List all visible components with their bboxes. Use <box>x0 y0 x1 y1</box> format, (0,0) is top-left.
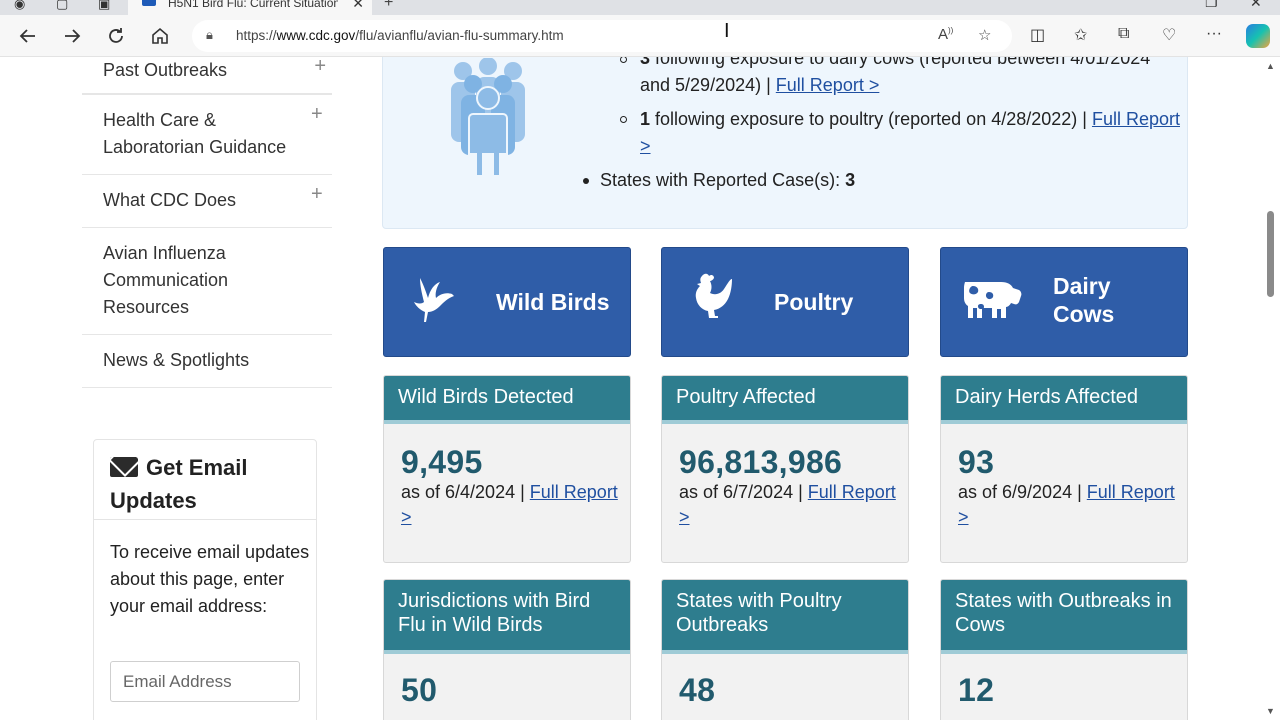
browser-toolbar: 🔒︎ https://www.cdc.gov/flu/avianflu/avia… <box>0 15 1280 57</box>
stat-asof: as of 6/4/2024 | Full Report > <box>401 482 618 527</box>
category-label: Wild Birds <box>496 289 610 315</box>
collections-icon[interactable]: ⧉ <box>1118 25 1130 42</box>
stat-card-dairy-herds: Dairy Herds Affected 93 as of 6/9/2024 |… <box>940 375 1188 563</box>
sidebar-divider <box>82 227 332 228</box>
states-reported-cases: States with Reported Case(s): 3 <box>600 170 856 190</box>
email-updates-box: Get Email Updates To receive email updat… <box>93 439 317 720</box>
sidebar-divider <box>82 387 332 388</box>
sidebar-divider <box>82 334 332 335</box>
stat-asof: as of 6/7/2024 | Full Report > <box>679 482 896 527</box>
stat-value: 12 <box>958 672 995 708</box>
email-updates-header: Get Email Updates <box>94 440 316 520</box>
split-screen-icon[interactable]: ◫ <box>1030 27 1046 44</box>
full-report-link-dairy[interactable]: Full Report > <box>775 75 880 95</box>
sub-bullet-marker <box>620 116 627 123</box>
sidebar-item-what-cdc-does[interactable]: What CDC Does <box>103 190 237 210</box>
chicken-icon <box>695 273 732 318</box>
sidebar-item-health-care[interactable]: Health Care & Laboratorian Guidance <box>103 110 287 157</box>
read-aloud-icon[interactable]: A)) <box>938 26 954 43</box>
sidebar-nav: Past Outbreaks + Health Care & Laborator… <box>82 57 332 229</box>
expand-plus-icon[interactable]: + <box>311 183 323 205</box>
full-report-link[interactable]: Full Report > <box>401 482 618 527</box>
stat-card-header: Wild Birds Detected <box>384 376 630 424</box>
bullet-marker <box>583 178 589 184</box>
back-icon[interactable] <box>13 21 43 51</box>
browser-tab[interactable]: H5N1 Bird Flu: Current Situation ✕ <box>128 0 372 15</box>
cases-dairy-exposure: 3 following exposure to dairy cows (repo… <box>640 57 1151 95</box>
stat-value: 96,813,986 <box>679 444 843 480</box>
expand-plus-icon[interactable]: + <box>314 57 326 77</box>
tab-actions-icon[interactable]: ▣ <box>98 0 111 11</box>
cases-poultry-exposure: 1 following exposure to poultry (reporte… <box>640 109 1180 156</box>
email-field[interactable] <box>110 661 300 702</box>
stat-value: 93 <box>958 444 995 480</box>
lock-icon[interactable]: 🔒︎ <box>206 27 213 42</box>
browser-essentials-icon[interactable]: ♡ <box>1162 27 1177 44</box>
workspaces-icon[interactable]: ▢ <box>56 0 69 11</box>
restore-window-icon[interactable]: ❐ <box>1205 0 1218 10</box>
sidebar-item-label: Past Outbreaks <box>103 60 228 80</box>
stat-card-poultry-states: States with Poultry Outbreaks 48 <box>661 579 909 720</box>
address-bar[interactable]: 🔒︎ https://www.cdc.gov/flu/avianflu/avia… <box>192 20 1012 52</box>
sidebar-divider <box>82 94 332 95</box>
scroll-up-icon[interactable]: ▲ <box>1266 61 1275 71</box>
more-menu-icon[interactable]: ··· <box>1206 25 1222 42</box>
full-report-link[interactable]: Full Report > <box>958 482 1175 527</box>
tab-title: H5N1 Bird Flu: Current Situation <box>168 0 338 10</box>
scroll-down-icon[interactable]: ▼ <box>1266 706 1275 716</box>
scrollbar-thumb[interactable] <box>1267 211 1274 297</box>
stat-card-header: Dairy Herds Affected <box>941 376 1187 424</box>
stat-card-cow-states: States with Outbreaks in Cows 12 <box>940 579 1188 720</box>
new-tab-icon[interactable]: + <box>384 0 394 11</box>
sub-bullet-marker <box>620 57 627 63</box>
text-cursor-icon: I <box>724 20 730 42</box>
stat-card-wild-birds: Wild Birds Detected 9,495 as of 6/4/2024… <box>383 375 631 563</box>
stat-card-poultry: Poultry Affected 96,813,986 as of 6/7/20… <box>661 375 909 563</box>
bird-icon <box>414 278 454 322</box>
stat-card-jurisdictions: Jurisdictions with Bird Flu in Wild Bird… <box>383 579 631 720</box>
dairy-cows-button[interactable]: Dairy Cows <box>940 247 1188 357</box>
sidebar-item-news-spotlights[interactable]: News & Spotlights <box>103 350 250 370</box>
sidebar-item-communication-resources[interactable]: Avian Influenza Communication Resources <box>103 243 229 317</box>
close-window-icon[interactable]: ✕ <box>1250 0 1262 10</box>
forward-icon[interactable] <box>57 21 87 51</box>
cow-icon <box>964 282 1022 318</box>
stat-card-header: Poultry Affected <box>662 376 908 424</box>
full-report-link-poultry[interactable]: Full Report > <box>640 109 1180 156</box>
email-updates-text: To receive email updates about this page… <box>110 542 310 616</box>
email-updates-title: Get Email Updates <box>110 455 248 513</box>
wild-birds-button[interactable]: Wild Birds <box>383 247 631 357</box>
expand-plus-icon[interactable]: + <box>311 103 323 125</box>
sidebar-item-past-outbreaks[interactable]: Past Outbreaks + <box>82 57 332 94</box>
profile-icon[interactable]: ◉ <box>14 0 26 11</box>
refresh-icon[interactable] <box>101 21 131 51</box>
stat-value: 9,495 <box>401 444 483 480</box>
stat-asof: as of 6/9/2024 | Full Report > <box>958 482 1175 527</box>
stat-card-header: States with Poultry Outbreaks <box>662 580 908 654</box>
page-scrollbar[interactable]: ▲ ▼ <box>1262 57 1280 720</box>
human-cases-card <box>382 57 1188 229</box>
category-label: Dairy Cows <box>1053 273 1115 327</box>
stat-value: 50 <box>401 672 438 708</box>
url-text[interactable]: https://www.cdc.gov/flu/avianflu/avian-f… <box>236 28 564 43</box>
copilot-icon[interactable] <box>1246 24 1270 48</box>
envelope-icon <box>110 457 138 477</box>
people-group-icon <box>451 58 525 177</box>
favorites-icon[interactable]: ✩ <box>1074 27 1088 44</box>
page-viewport: Past Outbreaks + Health Care & Laborator… <box>0 57 1262 720</box>
stat-card-header: States with Outbreaks in Cows <box>941 580 1187 654</box>
home-icon[interactable] <box>145 21 175 51</box>
tab-strip: ◉ ▢ ▣ H5N1 Bird Flu: Current Situation ✕… <box>0 0 1280 15</box>
poultry-button[interactable]: Poultry <box>661 247 909 357</box>
full-report-link[interactable]: Full Report > <box>679 482 896 527</box>
category-label: Poultry <box>774 289 854 315</box>
stat-card-header: Jurisdictions with Bird Flu in Wild Bird… <box>384 580 630 654</box>
tab-close-icon[interactable]: ✕ <box>352 0 364 11</box>
favorite-star-icon[interactable]: ☆ <box>978 27 992 44</box>
stat-value: 48 <box>679 672 716 708</box>
cdc-favicon-icon <box>142 0 156 6</box>
sidebar-divider <box>82 174 332 175</box>
